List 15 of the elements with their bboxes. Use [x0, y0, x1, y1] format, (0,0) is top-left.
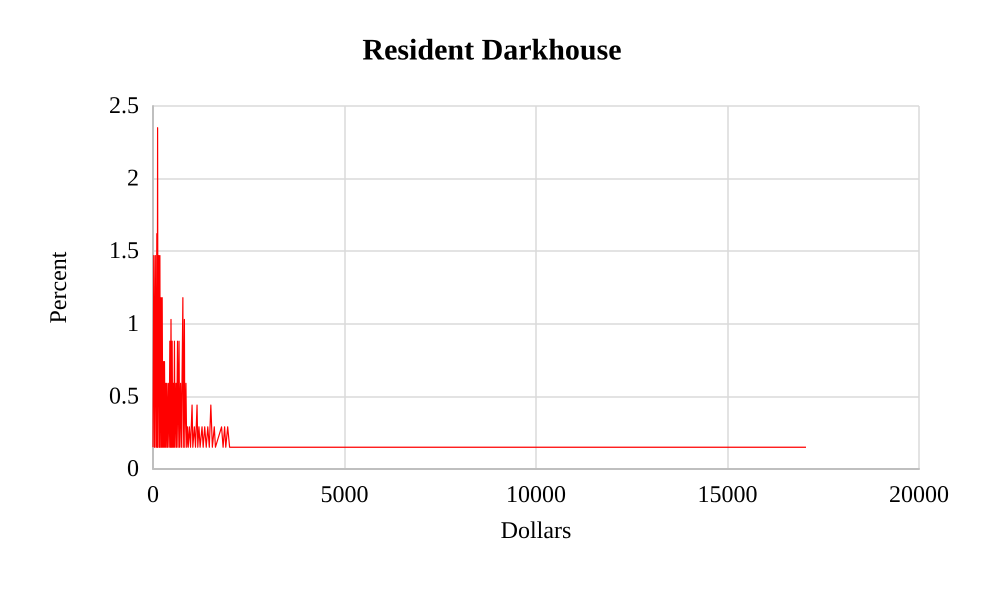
y-tick-label: 2.5	[109, 93, 139, 119]
y-tick-label: 1.5	[109, 238, 139, 264]
y-tick-label: 0	[127, 456, 139, 482]
x-tick-label: 5000	[320, 482, 368, 508]
y-tick-label: 2	[127, 166, 139, 192]
chart-title: Resident Darkhouse	[362, 34, 622, 66]
y-tick-label: 1	[127, 310, 139, 337]
line-series	[152, 127, 807, 448]
x-tick-label: 15000	[698, 482, 758, 508]
x-tick-label: 0	[147, 482, 159, 508]
x-tick-label: 10000	[506, 482, 566, 508]
y-axis-title: Percent	[46, 251, 72, 324]
x-tick-label: 20000	[889, 482, 949, 508]
x-axis-title: Dollars	[500, 518, 572, 544]
y-tick-label: 0.5	[109, 383, 139, 410]
